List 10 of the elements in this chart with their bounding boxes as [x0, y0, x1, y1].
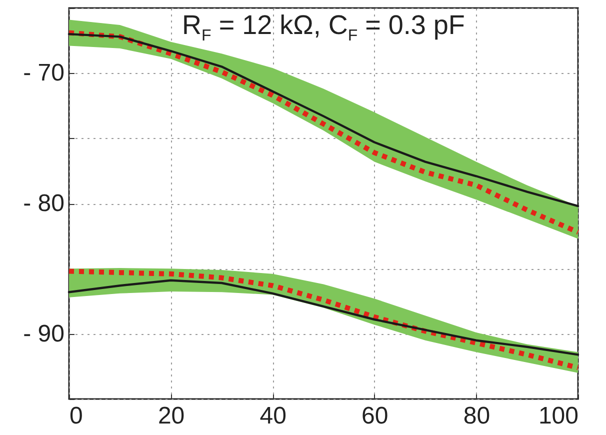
- chart-title: R$_{F}$ = 12 kΩ, C$_{F}$ = 0.3 pF: [181, 10, 466, 46]
- y-tick-label: - 70: [23, 60, 64, 87]
- x-tick-label: 0: [70, 402, 83, 430]
- x-tick-label: 100: [538, 402, 578, 430]
- y-tick-label: - 90: [23, 320, 64, 348]
- x-tick-label: 60: [362, 402, 388, 430]
- y-tick-label: - 80: [23, 190, 64, 217]
- x-tick-label: 20: [158, 402, 185, 430]
- x-tick-label: 80: [463, 402, 490, 430]
- x-tick-label: 40: [260, 402, 286, 430]
